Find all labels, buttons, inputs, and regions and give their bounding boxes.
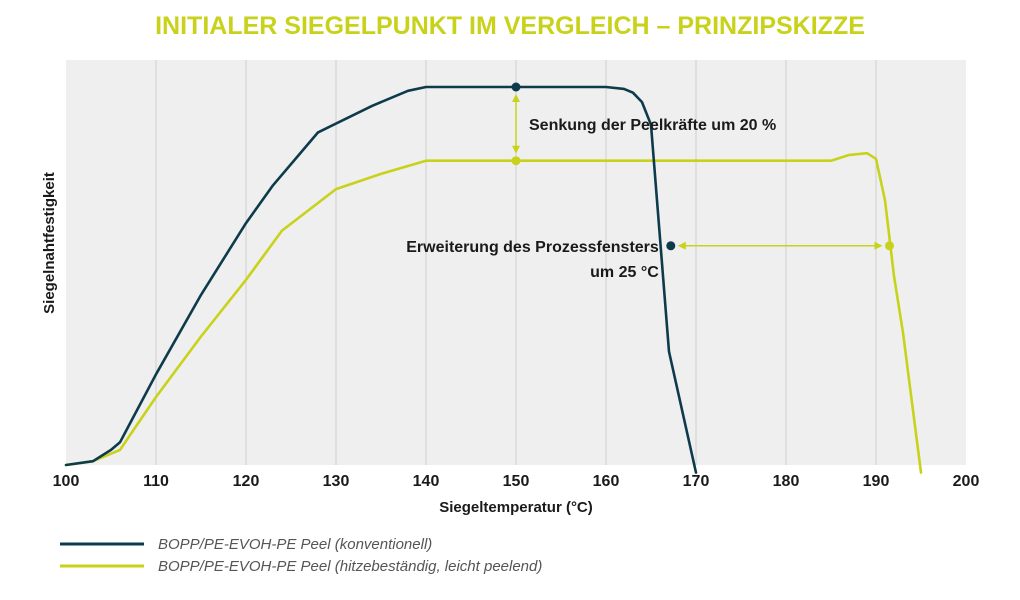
y-axis-label: Siegelnahtfestigkeit bbox=[41, 172, 58, 314]
arrow-head bbox=[512, 94, 520, 102]
x-tick-label: 160 bbox=[593, 473, 620, 490]
legend-label: BOPP/PE-EVOH-PE Peel (konventionell) bbox=[158, 536, 432, 553]
chart-title: INITIALER SIEGELPUNKT IM VERGLEICH – PRI… bbox=[155, 12, 865, 40]
x-tick-label: 180 bbox=[773, 473, 800, 490]
x-tick-label: 170 bbox=[683, 473, 710, 490]
legend-label: BOPP/PE-EVOH-PE Peel (hitzebeständig, le… bbox=[158, 558, 542, 575]
arrow-head bbox=[512, 145, 520, 154]
x-tick-label: 100 bbox=[53, 473, 80, 490]
x-tick-label: 130 bbox=[323, 473, 350, 490]
x-tick-label: 140 bbox=[413, 473, 440, 490]
x-tick-label: 150 bbox=[503, 473, 530, 490]
annotation-label: Erweiterung des Prozessfensters bbox=[406, 239, 659, 256]
annotations: Senkung der Peelkräfte um 20 % Erweiterun… bbox=[406, 82, 894, 281]
gridlines bbox=[155, 60, 877, 465]
series-line bbox=[64, 85, 698, 474]
x-tick-label: 200 bbox=[953, 473, 980, 490]
arrow-head bbox=[677, 241, 686, 250]
x-tick-label: 190 bbox=[863, 473, 890, 490]
marker-point bbox=[511, 82, 521, 92]
x-tick-label: 110 bbox=[143, 473, 169, 490]
annotation-label: Senkung der Peelkräfte um 20 % bbox=[529, 117, 776, 134]
arrow-head bbox=[874, 241, 883, 250]
marker-point bbox=[885, 241, 894, 251]
x-axis-label: Siegeltemperatur (°C) bbox=[439, 499, 593, 516]
marker-point bbox=[666, 241, 676, 251]
marker-point bbox=[511, 156, 521, 166]
legend: BOPP/PE-EVOH-PE Peel (konventionell) BOPP… bbox=[60, 536, 542, 575]
series-lines bbox=[64, 85, 923, 474]
x-tick-label: 120 bbox=[233, 473, 260, 490]
annotation-label: um 25 °C bbox=[590, 264, 659, 281]
x-tick-labels: 100 110 120 130 140 150 160 170 180 190 200 bbox=[53, 473, 980, 490]
series-line bbox=[64, 151, 923, 474]
